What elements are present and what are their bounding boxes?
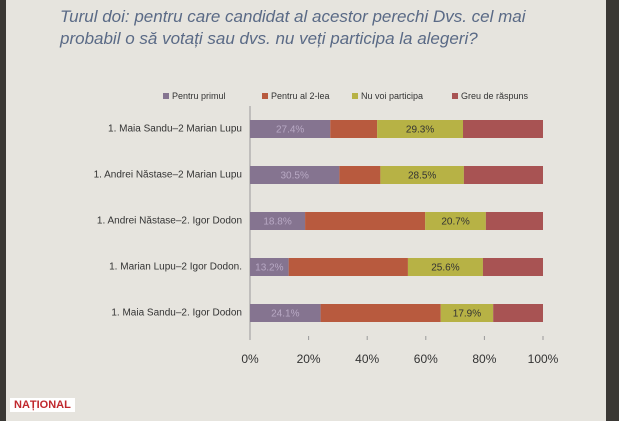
y-tick-label: 1. Maia Sandu–2 Marian Lupu [108,124,242,135]
bar-segment [377,120,464,138]
bar-segment [485,212,543,230]
value-label: 13.2% [255,263,283,274]
legend-label: Nu voi participa [361,91,423,101]
chart-title: Turul doi: pentru care candidat al acest… [60,7,526,48]
value-label: 24.1% [271,309,299,320]
slide [6,0,606,421]
legend-label: Pentru al 2-lea [271,91,330,101]
bar-segment [440,304,494,322]
y-tick-label: 1. Andrei Năstase–2 Marian Lupu [94,170,242,181]
bar-segment [482,258,543,276]
y-tick-label: 1. Maia Sandu–2. Igor Dodon [111,308,242,319]
bar-segment [330,120,378,138]
x-tick-label: 0% [241,352,259,366]
x-tick-label: 100% [528,352,559,366]
value-label: 27.4% [276,125,304,136]
bar-segment [305,212,426,230]
value-label: 17.9% [453,309,481,320]
x-tick-label: 20% [297,352,321,366]
bar-segment [339,166,381,184]
x-tick-label: 60% [414,352,438,366]
bar-segment [250,212,306,230]
legend-label: Pentru primul [172,91,226,101]
bar-segment [425,212,486,230]
bar-segment [407,258,483,276]
bar-segment [250,304,321,322]
value-label: 28.5% [408,171,436,182]
value-label: 20.7% [441,217,469,228]
legend-swatch [452,93,458,99]
bar-segment [493,304,543,322]
bar-segment [250,166,340,184]
value-label: 30.5% [281,171,309,182]
bar-segment [250,120,331,138]
bar-segment [250,258,289,276]
bar-segment [463,166,543,184]
legend-swatch [352,93,358,99]
value-label: 18.8% [263,217,291,228]
value-label: 29.3% [406,125,434,136]
x-tick-label: 80% [472,352,496,366]
bar-segment [463,120,543,138]
legend-swatch [163,93,169,99]
watermark: NAȚIONAL [10,398,75,412]
y-tick-label: 1. Andrei Năstase–2. Igor Dodon [97,216,242,227]
bar-segment [320,304,441,322]
legend-swatch [262,93,268,99]
y-tick-label: 1. Marian Lupu–2 Igor Dodon. [109,262,242,273]
x-tick-label: 40% [355,352,379,366]
legend-label: Greu de răspuns [461,91,529,101]
value-label: 25.6% [431,263,459,274]
bar-segment [380,166,464,184]
bar-segment [288,258,408,276]
